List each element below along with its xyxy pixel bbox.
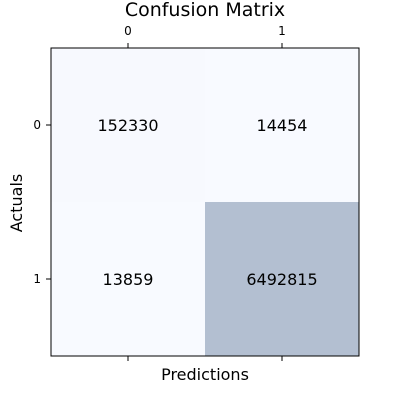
plot-frame (50, 47, 360, 357)
cell-value-labels: 152330 14454 13859 6492815 (97, 116, 317, 289)
heatmap-cells (51, 48, 359, 356)
heatmap-cell-0-1 (205, 48, 359, 202)
y-tick-label-1: 1 (33, 272, 41, 286)
x-tick-label-1: 1 (278, 24, 286, 38)
chart-title: Confusion Matrix (125, 0, 285, 21)
heatmap-cell-0-0 (51, 48, 205, 202)
cell-value-0-0: 152330 (97, 116, 158, 135)
x-tick-label-0: 0 (124, 24, 132, 38)
y-axis-label: Actuals (7, 174, 26, 232)
heatmap-cell-1-1 (205, 202, 359, 356)
heatmap-cell-1-0 (51, 202, 205, 356)
cell-value-0-1: 14454 (257, 116, 308, 135)
x-axis-label: Predictions (161, 365, 249, 384)
cell-value-1-0: 13859 (103, 270, 154, 289)
cell-value-1-1: 6492815 (246, 270, 317, 289)
y-tick-label-0: 0 (33, 118, 41, 132)
axis-tick-labels: 0 1 0 1 (33, 24, 285, 286)
axis-ticks (46, 43, 283, 361)
